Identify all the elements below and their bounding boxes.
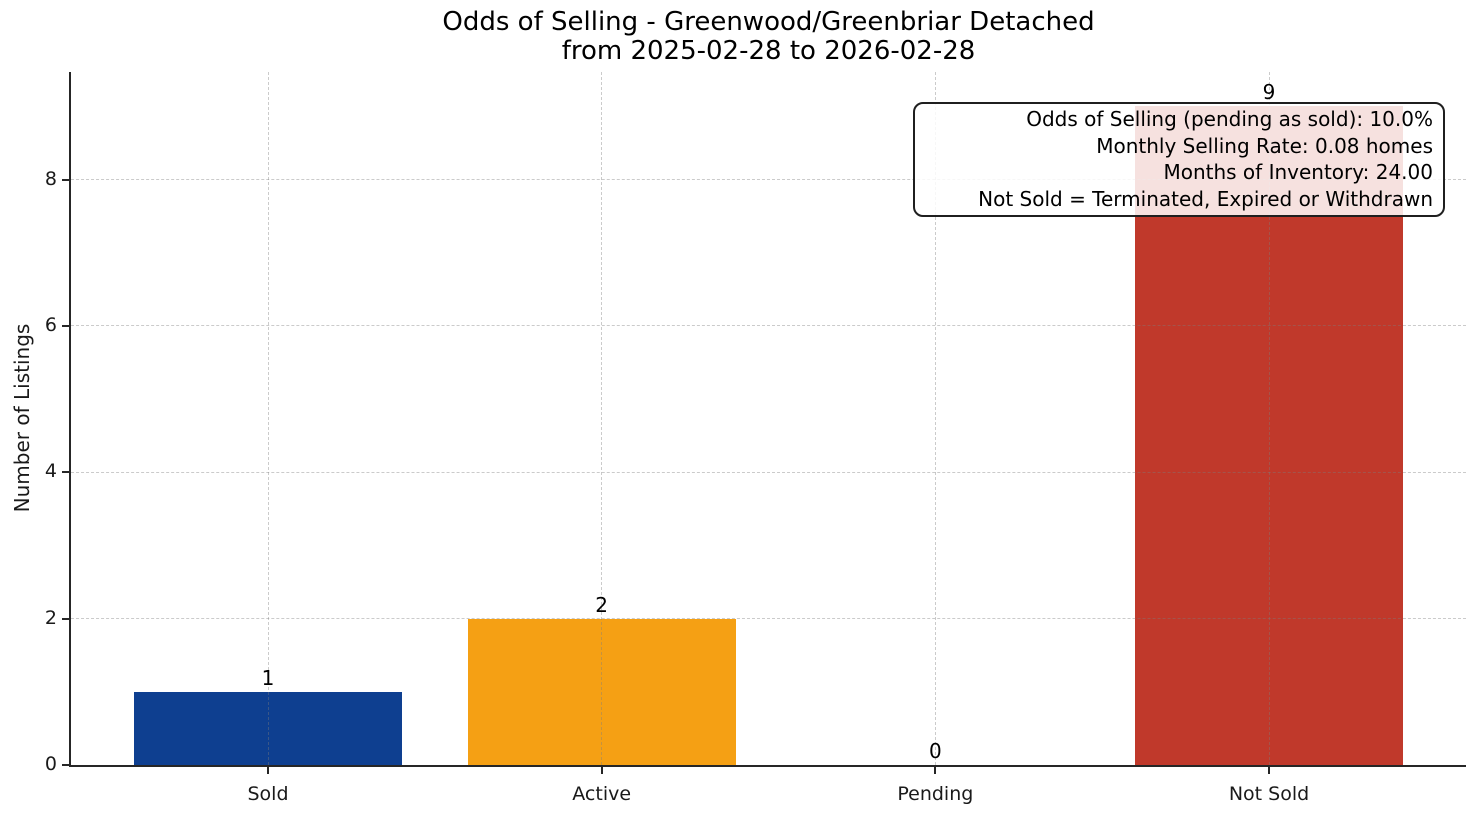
y-tick-mark: [62, 617, 69, 620]
annotation-line-inventory: Months of Inventory: 24.00: [1163, 160, 1433, 184]
annotation-line-notsold-def: Not Sold = Terminated, Expired or Withdr…: [978, 186, 1433, 211]
y-axis-spine: [69, 72, 71, 767]
bar-value-label-active: 2: [595, 592, 609, 617]
x-tick-label-pending: Pending: [897, 783, 974, 805]
x-tick-mark: [600, 767, 603, 774]
x-tick-label-active: Active: [572, 783, 632, 805]
bar-value-label-sold: 1: [261, 665, 275, 690]
x-tick-mark: [1268, 767, 1270, 774]
y-tick-label: 8: [44, 167, 57, 190]
bar-sold: [134, 691, 402, 765]
annotation-box: Odds of Selling (pending as sold): 10.0%…: [913, 102, 1445, 217]
y-tick-mark: [62, 324, 69, 327]
gridline-vertical: [1268, 72, 1270, 765]
y-axis-label: Number of Listings: [10, 323, 34, 513]
gridline-horizontal: [71, 325, 1466, 327]
annotation-line-odds: Odds of Selling (pending as sold): 10.0%: [1026, 107, 1433, 131]
gridline-horizontal: [71, 471, 1466, 473]
chart-title: Odds of Selling - Greenwood/Greenbriar D…: [71, 8, 1466, 66]
x-tick-label-not-sold: Not Sold: [1228, 783, 1310, 805]
bar-active: [467, 618, 736, 765]
bar-value-label-pending: 0: [928, 739, 942, 763]
y-tick-label: 2: [44, 606, 57, 629]
y-tick-label: 0: [44, 753, 57, 775]
y-tick-mark: [62, 178, 69, 181]
y-tick-mark: [62, 471, 69, 474]
chart-title-line-2: from 2025-02-28 to 2026-02-28: [561, 36, 976, 66]
bar-value-label-not-sold: 9: [1262, 80, 1276, 105]
gridline-horizontal: [71, 179, 1466, 181]
annotation-line-rate: Monthly Selling Rate: 0.08 homes: [1096, 133, 1433, 158]
gridline-horizontal: [71, 618, 1466, 620]
gridline-vertical: [934, 72, 936, 765]
chart-title-line-1: Odds of Selling - Greenwood/Greenbriar D…: [442, 7, 1095, 37]
x-tick-label-sold: Sold: [247, 783, 289, 805]
x-tick-mark: [267, 767, 269, 774]
y-tick-mark: [62, 764, 69, 766]
gridline-vertical: [267, 72, 269, 765]
y-tick-label: 6: [44, 313, 57, 336]
gridline-vertical: [601, 72, 603, 765]
x-axis-spine: [69, 765, 1466, 767]
y-tick-label: 4: [44, 460, 57, 483]
x-tick-mark: [934, 767, 937, 774]
